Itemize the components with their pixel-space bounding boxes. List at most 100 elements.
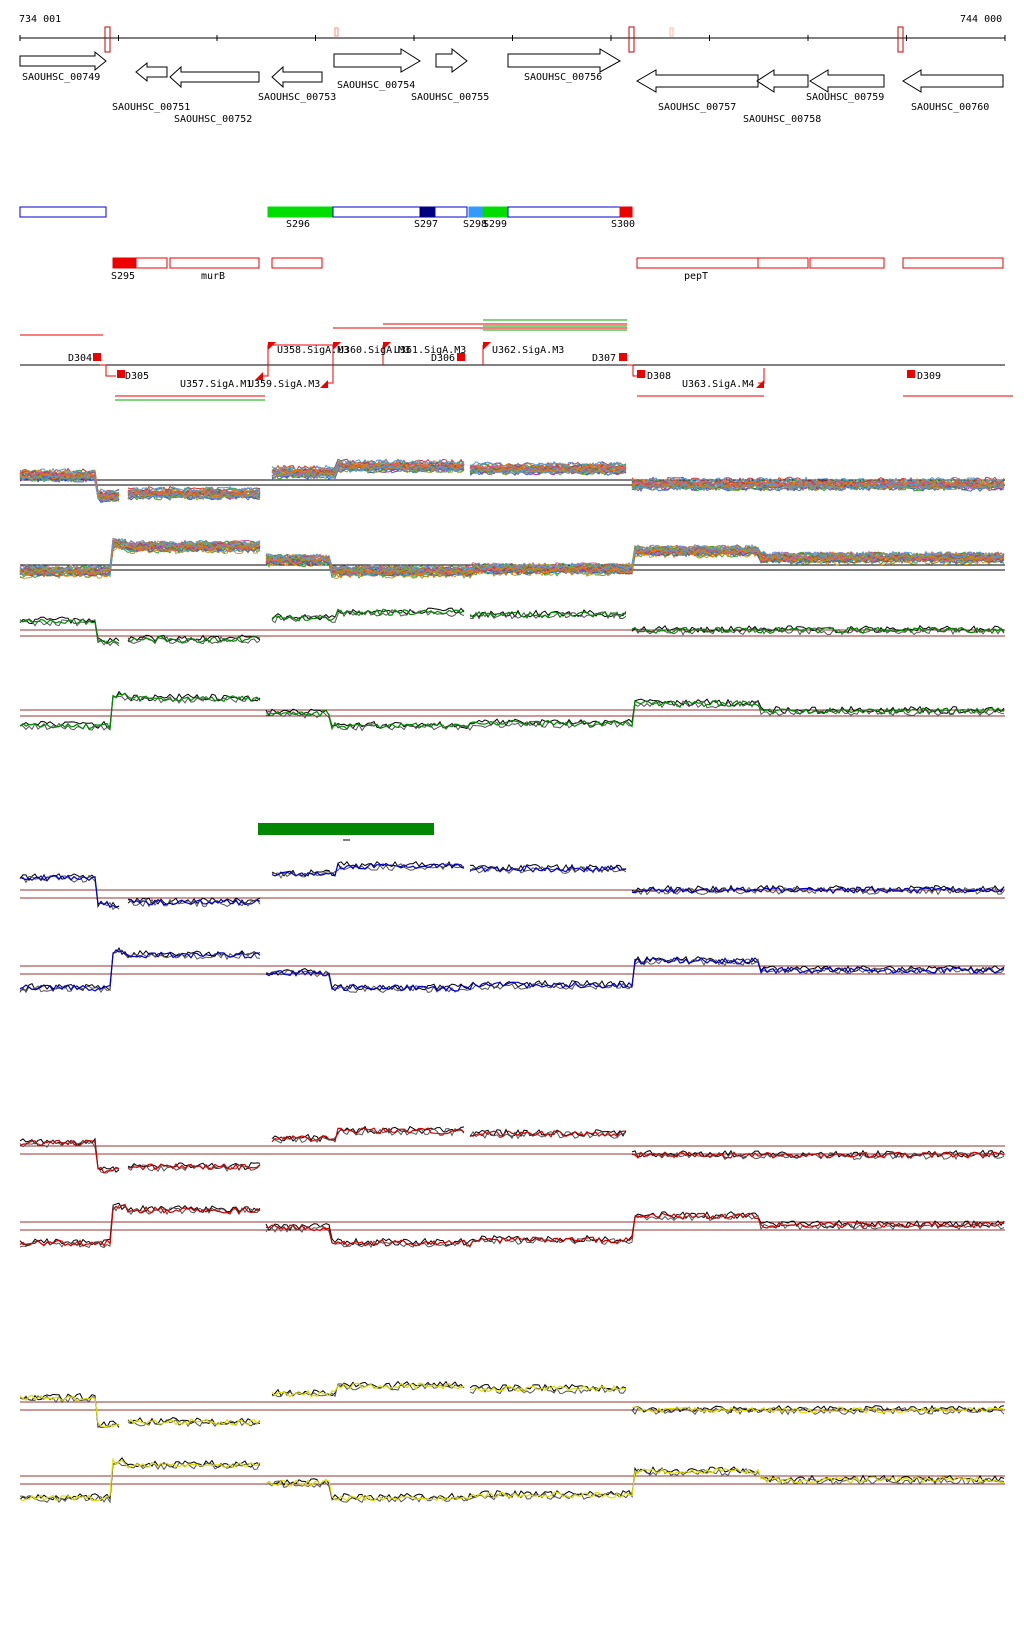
tu-label: U360.SigA.M3 <box>338 345 410 356</box>
expression-trace <box>19 540 1005 573</box>
gene-arrow[interactable] <box>809 69 885 93</box>
segment-label: S296 <box>286 219 310 230</box>
tu-label: U362.SigA.M3 <box>492 345 564 356</box>
ruler-end-label: 744 000 <box>960 14 1002 25</box>
expression-trace <box>19 1382 1005 1428</box>
expression-trace <box>19 862 1005 909</box>
expression-trace <box>19 608 1005 645</box>
gene-arrow[interactable] <box>333 48 421 73</box>
segment-label: S295 <box>111 271 135 282</box>
segment-box[interactable] <box>619 206 633 218</box>
segment-box[interactable] <box>468 206 484 218</box>
promoter-marker[interactable] <box>255 372 263 380</box>
promoter-marker[interactable] <box>483 342 491 350</box>
expression-trace <box>19 537 1005 572</box>
terminator-marker[interactable] <box>619 353 627 361</box>
gene-label: SAOUHSC_00759 <box>806 92 884 103</box>
gene-arrow[interactable] <box>169 65 260 89</box>
tu-label: U361.SigA.M3 <box>394 345 466 356</box>
expression-tracks <box>19 458 1005 1504</box>
segment-box[interactable] <box>332 206 421 218</box>
gene-arrow[interactable] <box>19 50 107 72</box>
gene-label: SAOUHSC_00757 <box>658 102 736 113</box>
gene-arrow[interactable] <box>636 69 759 93</box>
segment-box[interactable] <box>902 257 1004 269</box>
gene-label: SAOUHSC_00752 <box>174 114 252 125</box>
segment-box[interactable] <box>809 257 885 269</box>
segment-box[interactable] <box>757 257 809 269</box>
segment-box[interactable] <box>507 206 621 218</box>
segment-box[interactable] <box>482 206 509 218</box>
segment-label: murB <box>201 271 225 282</box>
segment-box[interactable] <box>636 257 759 269</box>
gene-label: SAOUHSC_00758 <box>743 114 821 125</box>
gene-arrow[interactable] <box>756 69 809 93</box>
segment-box[interactable] <box>135 257 168 269</box>
transcription-unit-track: D304 D305 U357.SigA.M1 U358.SigA.M3 U359… <box>20 319 1013 401</box>
expression-trace <box>19 1127 1005 1174</box>
segment-box[interactable] <box>419 206 436 218</box>
gene-label: SAOUHSC_00754 <box>337 80 415 91</box>
segment-label: pepT <box>684 271 708 282</box>
coordinate-ruler: 734 001 744 000 <box>19 14 1006 53</box>
tu-label: U357.SigA.M1 <box>180 379 252 390</box>
ruler-start-label: 734 001 <box>19 14 61 25</box>
promoter-marker[interactable] <box>756 380 764 388</box>
expression-trace <box>19 863 1005 911</box>
gene-label: SAOUHSC_00755 <box>411 92 489 103</box>
promoter-marker[interactable] <box>383 342 391 350</box>
segment-box[interactable] <box>434 206 468 218</box>
plus-strand-segment-track: S296 S297 S298 S299 S300 <box>19 206 635 230</box>
promoter-marker[interactable] <box>320 380 328 388</box>
terminator-marker[interactable] <box>457 353 465 361</box>
gene-arrow[interactable] <box>271 65 323 89</box>
gene-arrow[interactable] <box>135 61 168 83</box>
tu-label: D307 <box>592 353 616 364</box>
tu-label: U363.SigA.M4 <box>682 379 754 390</box>
tu-label: U358.SigA.M3 <box>277 345 349 356</box>
terminator-marker[interactable] <box>637 370 645 378</box>
expression-trace <box>19 1203 1005 1247</box>
expression-trace <box>19 463 1005 500</box>
tu-label: D309 <box>917 371 941 382</box>
segment-label: S299 <box>483 219 507 230</box>
expression-trace <box>19 949 1005 992</box>
terminator-marker[interactable] <box>907 370 915 378</box>
tu-label: D308 <box>647 371 671 382</box>
promoter-marker[interactable] <box>268 342 276 350</box>
gene-label: SAOUHSC_00749 <box>22 72 100 83</box>
gene-label: SAOUHSC_00756 <box>524 72 602 83</box>
tu-label: U359.SigA.M3 <box>248 379 320 390</box>
segment-box[interactable] <box>271 257 323 269</box>
gene-arrow[interactable] <box>902 69 1004 93</box>
gene-arrow[interactable] <box>507 48 622 73</box>
tu-label: D304 <box>68 353 92 364</box>
segment-label: S297 <box>414 219 438 230</box>
segment-label: S300 <box>611 219 635 230</box>
expression-trace <box>19 1203 1005 1249</box>
tu-label: D306 <box>431 353 455 364</box>
gene-label: SAOUHSC_00760 <box>911 102 989 113</box>
expression-trace <box>19 465 1005 502</box>
minus-strand-segment-track: S295 murB pepT <box>111 257 1004 282</box>
segment-box[interactable] <box>169 257 260 269</box>
segment-box[interactable] <box>267 206 334 218</box>
gene-arrow[interactable] <box>435 47 468 73</box>
tu-label: D305 <box>125 371 149 382</box>
expression-trace <box>19 1457 1005 1502</box>
gene-track: SAOUHSC_00749 SAOUHSC_00751 SAOUHSC_0075… <box>19 47 1004 125</box>
highlight-bar <box>258 823 434 835</box>
gene-label: SAOUHSC_00753 <box>258 92 336 103</box>
segment-box[interactable] <box>19 206 107 218</box>
expression-trace <box>19 458 1005 496</box>
expression-trace <box>19 695 1005 732</box>
terminator-marker[interactable] <box>93 353 101 361</box>
segment-box[interactable] <box>112 257 137 269</box>
gene-label: SAOUHSC_00751 <box>112 102 190 113</box>
promoter-marker[interactable] <box>333 342 341 350</box>
expression-trace <box>19 860 1005 909</box>
segment-label: S298 <box>463 219 487 230</box>
terminator-marker[interactable] <box>117 370 125 378</box>
expression-trace <box>19 692 1005 731</box>
